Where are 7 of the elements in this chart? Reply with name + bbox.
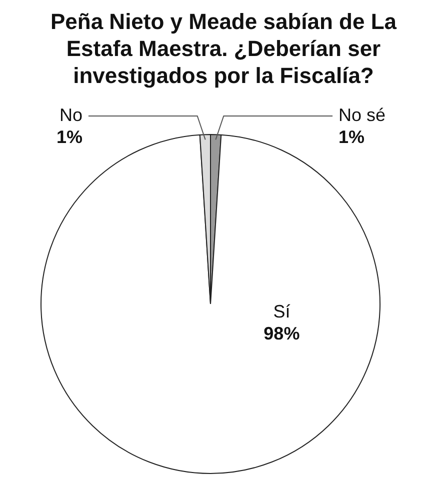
chart-title: Peña Nieto y Meade sabían de La Estafa Maestra. ¿Deberían ser investigados por la Fiscalía? — [49, 8, 398, 89]
slice-label: Sí — [273, 301, 290, 322]
slice-label: No sé — [338, 104, 386, 125]
data-label: 1% — [338, 126, 365, 147]
data-label: 98% — [264, 323, 300, 344]
data-label: 1% — [56, 126, 82, 147]
slice-label: No — [59, 104, 82, 125]
